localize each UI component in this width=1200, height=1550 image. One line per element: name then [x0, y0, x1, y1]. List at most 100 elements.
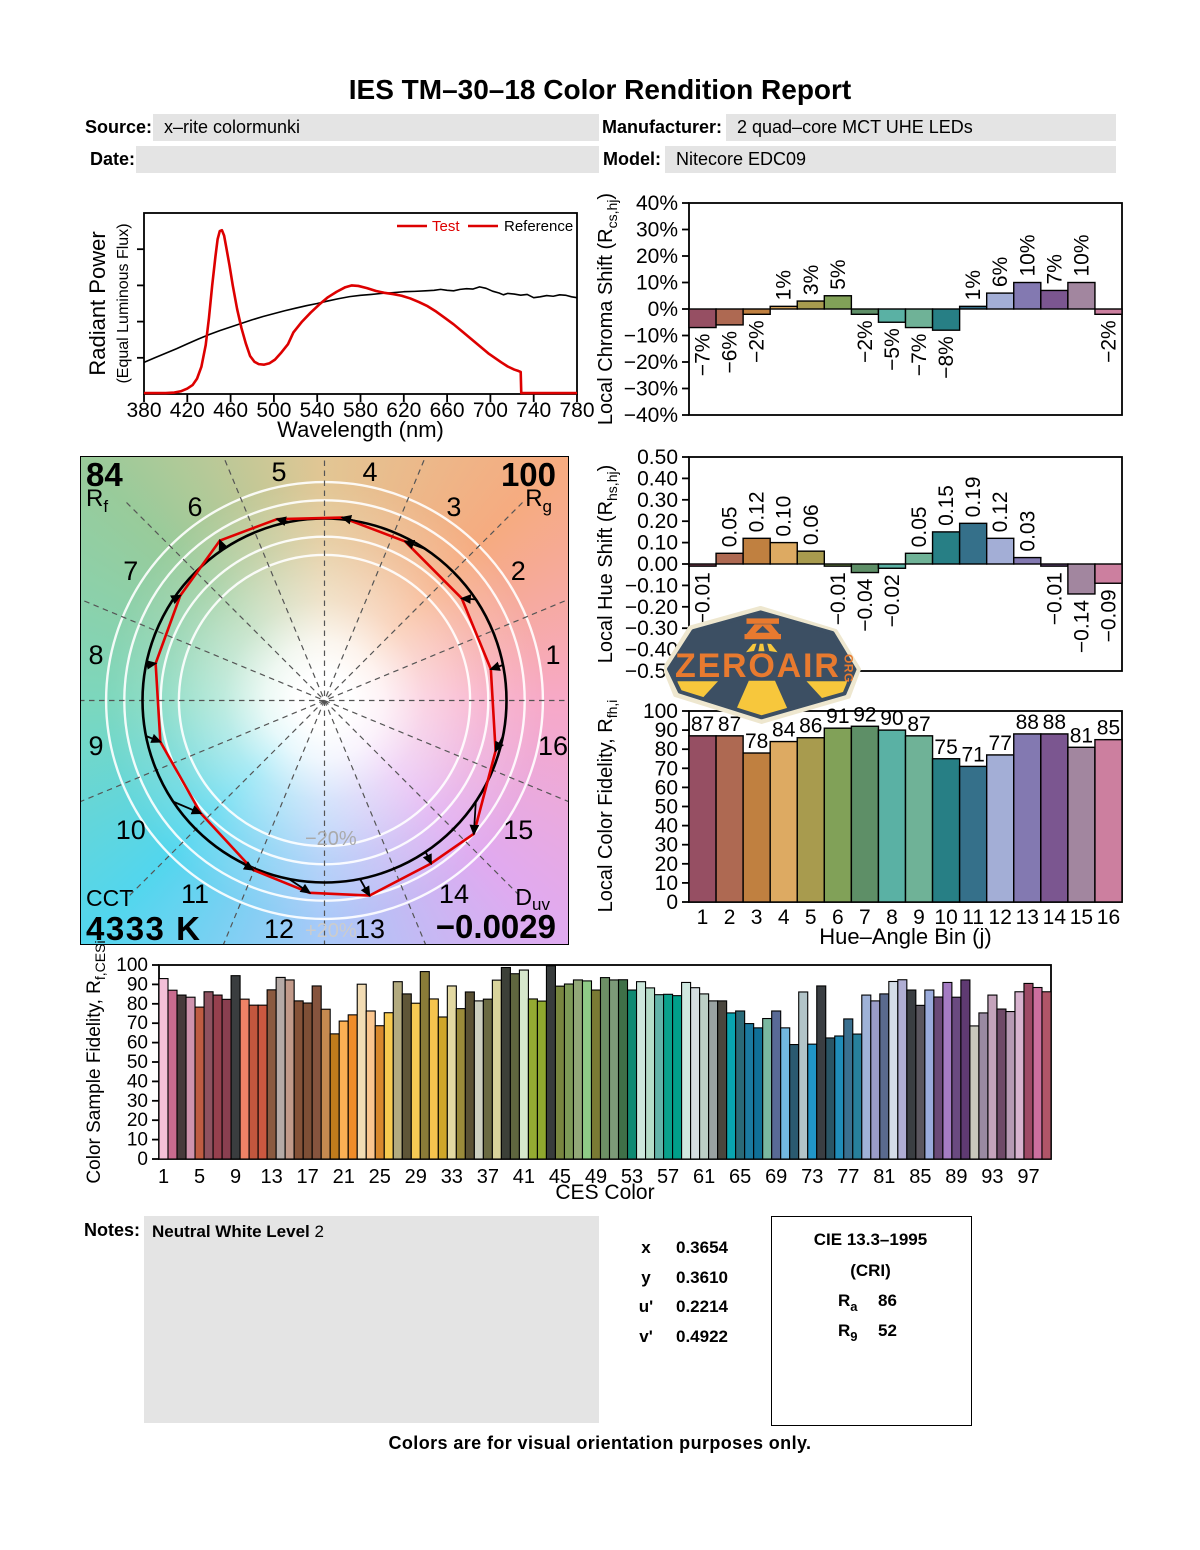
svg-text:77: 77 [837, 1166, 859, 1188]
svg-text:88: 88 [1043, 711, 1066, 734]
svg-text:3%: 3% [800, 265, 823, 295]
svg-text:0.19: 0.19 [962, 476, 985, 517]
svg-text:93: 93 [981, 1166, 1003, 1188]
svg-text:−0.01: −0.01 [827, 572, 850, 625]
svg-text:29: 29 [405, 1166, 427, 1188]
svg-text:1: 1 [697, 906, 709, 929]
svg-text:49: 49 [585, 1166, 607, 1188]
svg-text:53: 53 [621, 1166, 643, 1188]
svg-text:−0.04: −0.04 [854, 578, 877, 631]
svg-text:87: 87 [691, 713, 714, 736]
svg-text:78: 78 [745, 730, 768, 753]
svg-text:Hue–Angle Bin (j): Hue–Angle Bin (j) [819, 924, 991, 949]
svg-text:−10%: −10% [624, 325, 678, 348]
svg-text:−0.02: −0.02 [881, 574, 904, 627]
svg-text:9: 9 [913, 906, 925, 929]
svg-text:50: 50 [127, 1052, 148, 1073]
svg-text:10%: 10% [1070, 234, 1093, 276]
svg-text:71: 71 [961, 743, 984, 766]
svg-text:14: 14 [439, 879, 469, 909]
svg-text:−2%: −2% [854, 320, 877, 363]
svg-text:37: 37 [477, 1166, 499, 1188]
svg-text:45: 45 [549, 1166, 571, 1188]
svg-text:Color Sample Fidelity, Rf,CESi: Color Sample Fidelity, Rf,CESi [84, 940, 108, 1183]
svg-text:−7%: −7% [908, 334, 931, 377]
svg-text:25: 25 [369, 1166, 391, 1188]
svg-text:21: 21 [333, 1166, 355, 1188]
svg-text:6: 6 [188, 492, 203, 522]
svg-text:70: 70 [655, 757, 678, 780]
svg-text:30%: 30% [636, 219, 678, 242]
svg-text:87: 87 [718, 713, 741, 736]
svg-text:380: 380 [126, 399, 161, 422]
svg-text:0.00: 0.00 [637, 553, 678, 576]
svg-text:0.05: 0.05 [908, 506, 931, 547]
svg-text:7: 7 [123, 556, 138, 586]
svg-text:90: 90 [880, 707, 903, 730]
svg-text:8: 8 [88, 640, 103, 670]
svg-text:700: 700 [473, 399, 508, 422]
svg-text:10%: 10% [1016, 234, 1039, 276]
svg-text:Test: Test [432, 218, 460, 235]
svg-text:70: 70 [127, 1013, 148, 1034]
svg-text:−40%: −40% [624, 404, 678, 427]
svg-text:5: 5 [805, 906, 817, 929]
svg-text:81: 81 [1070, 724, 1093, 747]
svg-text:−0.14: −0.14 [1070, 600, 1093, 653]
svg-text:Local Hue Shift (Rhs,hj): Local Hue Shift (Rhs,hj) [595, 465, 620, 664]
svg-text:40: 40 [655, 815, 678, 838]
svg-text:−0.10: −0.10 [625, 574, 678, 597]
svg-text:65: 65 [729, 1166, 751, 1188]
svg-text:Local Chroma Shift (Rcs,hj): Local Chroma Shift (Rcs,hj) [595, 193, 620, 425]
svg-text:−0.09: −0.09 [1097, 589, 1120, 642]
svg-text:4: 4 [362, 457, 377, 487]
svg-text:92: 92 [853, 703, 876, 726]
svg-text:5%: 5% [827, 259, 850, 289]
svg-text:12: 12 [264, 914, 294, 944]
svg-text:57: 57 [657, 1166, 679, 1188]
svg-text:−20%: −20% [305, 828, 357, 850]
svg-text:Local Color Fidelity, Rfh,i: Local Color Fidelity, Rfh,i [595, 700, 620, 913]
svg-text:11: 11 [181, 879, 209, 909]
svg-text:10%: 10% [636, 272, 678, 295]
svg-text:ZEROAIR: ZEROAIR [675, 647, 841, 685]
svg-text:14: 14 [1043, 906, 1067, 929]
svg-text:10: 10 [934, 906, 957, 929]
svg-text:89: 89 [945, 1166, 967, 1188]
svg-text:16: 16 [1097, 906, 1120, 929]
svg-text:15: 15 [1070, 906, 1093, 929]
svg-text:16: 16 [538, 731, 568, 761]
svg-text:0: 0 [666, 891, 678, 914]
svg-text:0.05: 0.05 [719, 506, 742, 547]
svg-text:13: 13 [261, 1166, 283, 1188]
svg-text:77: 77 [989, 732, 1012, 755]
svg-text:460: 460 [213, 399, 248, 422]
svg-text:33: 33 [441, 1166, 463, 1188]
svg-text:10: 10 [116, 815, 146, 845]
svg-text:20%: 20% [636, 245, 678, 268]
svg-text:90: 90 [655, 719, 678, 742]
svg-text:86: 86 [799, 715, 822, 738]
svg-text:780: 780 [559, 399, 594, 422]
svg-text:−20%: −20% [624, 351, 678, 374]
svg-text:0.10: 0.10 [773, 496, 796, 537]
svg-text:0.12: 0.12 [989, 491, 1012, 532]
svg-text:(Equal Luminous Flux): (Equal Luminous Flux) [115, 223, 132, 383]
svg-text:17: 17 [297, 1166, 319, 1188]
svg-text:Reference: Reference [504, 218, 573, 235]
svg-text:40: 40 [127, 1071, 148, 1092]
svg-text:84: 84 [772, 719, 796, 742]
svg-text:2: 2 [724, 906, 736, 929]
svg-text:69: 69 [765, 1166, 787, 1188]
svg-text:1: 1 [158, 1166, 169, 1188]
svg-text:20: 20 [655, 853, 678, 876]
svg-text:1: 1 [546, 640, 561, 670]
svg-text:6%: 6% [989, 257, 1012, 287]
svg-text:5: 5 [272, 457, 287, 487]
svg-text:10: 10 [655, 872, 678, 895]
svg-text:−2%: −2% [1097, 320, 1120, 363]
svg-text:97: 97 [1017, 1166, 1039, 1188]
svg-text:−0.40: −0.40 [625, 639, 678, 662]
svg-text:61: 61 [693, 1166, 715, 1188]
svg-text:13: 13 [355, 914, 385, 944]
